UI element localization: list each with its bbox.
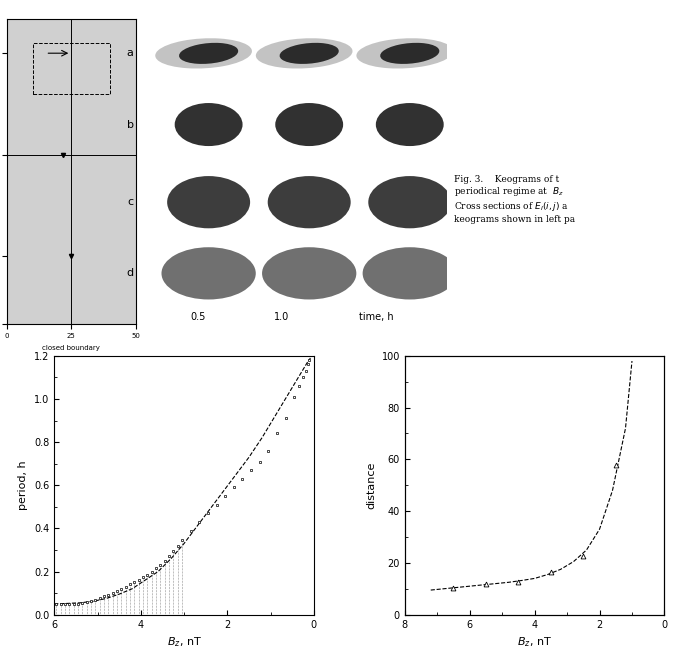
- Ellipse shape: [155, 38, 252, 69]
- Text: 1.0: 1.0: [275, 312, 290, 322]
- Ellipse shape: [376, 103, 443, 146]
- Ellipse shape: [256, 38, 353, 69]
- Ellipse shape: [268, 176, 351, 228]
- Ellipse shape: [167, 176, 250, 228]
- Text: b: b: [127, 120, 134, 129]
- Ellipse shape: [380, 43, 439, 64]
- X-axis label: closed boundary: closed boundary: [42, 345, 100, 351]
- X-axis label: $B_{z}$, nT: $B_{z}$, nT: [167, 635, 201, 647]
- Text: c: c: [127, 197, 134, 207]
- Ellipse shape: [175, 103, 243, 146]
- Ellipse shape: [357, 38, 453, 69]
- Text: 0.5: 0.5: [191, 312, 206, 322]
- Ellipse shape: [279, 43, 339, 64]
- Text: a: a: [127, 49, 134, 58]
- Text: d: d: [126, 269, 134, 278]
- Ellipse shape: [275, 103, 343, 146]
- Y-axis label: distance: distance: [366, 461, 376, 509]
- Ellipse shape: [161, 247, 256, 300]
- X-axis label: $B_{z}$, nT: $B_{z}$, nT: [517, 635, 552, 647]
- Ellipse shape: [368, 176, 452, 228]
- Ellipse shape: [262, 247, 357, 300]
- Ellipse shape: [179, 43, 238, 64]
- Text: time, h: time, h: [359, 312, 393, 322]
- Ellipse shape: [363, 247, 457, 300]
- Y-axis label: period, h: period, h: [18, 461, 28, 510]
- Text: Fig. 3.    Keograms of t
periodical regime at  $B_z$
Cross sections of $E_I(i, j: Fig. 3. Keograms of t periodical regime …: [454, 175, 576, 224]
- Bar: [33, 43, 110, 94]
